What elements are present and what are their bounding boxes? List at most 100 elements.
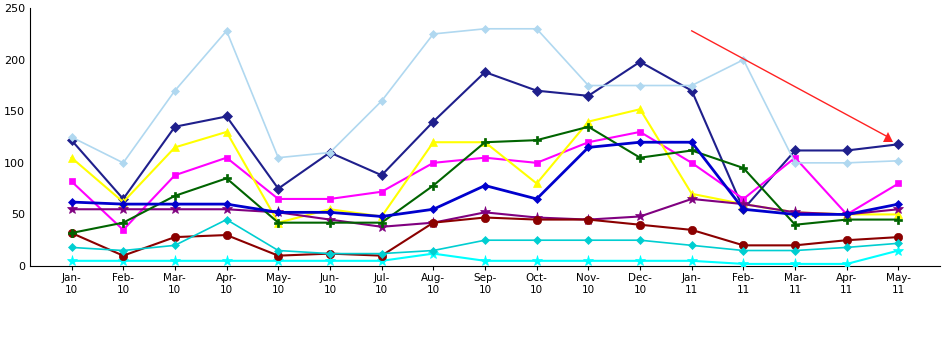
成都	[582, 125, 594, 129]
深圳	[480, 216, 491, 220]
广州	[531, 216, 543, 220]
天津	[325, 197, 336, 201]
厦门	[117, 249, 128, 253]
北京	[325, 207, 336, 211]
北京	[789, 210, 801, 214]
厦门	[480, 238, 491, 242]
南京	[66, 200, 77, 204]
广州	[273, 210, 284, 214]
北京	[376, 214, 387, 219]
天津	[789, 155, 801, 160]
南京	[325, 210, 336, 214]
重庆	[273, 155, 284, 160]
杆州	[66, 259, 77, 263]
厦门	[686, 243, 698, 248]
Line: 天津: 天津	[68, 129, 902, 233]
广州	[686, 197, 698, 201]
天津	[480, 155, 491, 160]
广州	[376, 225, 387, 229]
成都	[893, 218, 904, 222]
成都	[273, 221, 284, 225]
Line: 厦门: 厦门	[69, 217, 902, 256]
重庆	[117, 161, 128, 165]
厦门	[634, 238, 646, 242]
深圳	[66, 231, 77, 235]
成都	[738, 166, 750, 170]
重庆	[634, 84, 646, 88]
重庆	[738, 58, 750, 62]
杆州	[893, 249, 904, 253]
广州	[221, 207, 232, 211]
深圳	[582, 218, 594, 222]
重庆	[686, 84, 698, 88]
广州	[480, 210, 491, 214]
深圳	[376, 254, 387, 258]
杆州	[480, 259, 491, 263]
Line: 重庆: 重庆	[69, 26, 902, 166]
天津	[66, 179, 77, 183]
厦门	[169, 243, 180, 248]
北京	[428, 140, 439, 144]
深圳	[738, 243, 750, 248]
北京	[66, 155, 77, 160]
重庆	[480, 27, 491, 31]
上海	[531, 89, 543, 93]
重庆	[789, 161, 801, 165]
杆州	[582, 259, 594, 263]
上海	[634, 60, 646, 64]
上海	[273, 187, 284, 191]
广州	[789, 210, 801, 214]
杆州	[325, 259, 336, 263]
厦门	[841, 246, 852, 250]
Line: 上海: 上海	[68, 58, 902, 213]
广州	[841, 212, 852, 217]
南京	[221, 202, 232, 206]
天津	[582, 140, 594, 144]
上海	[480, 70, 491, 74]
广州	[325, 218, 336, 222]
南京	[634, 140, 646, 144]
深圳	[531, 218, 543, 222]
北京	[893, 212, 904, 217]
厦门	[376, 252, 387, 256]
杆州	[531, 259, 543, 263]
杆州	[169, 259, 180, 263]
上海	[376, 173, 387, 177]
成都	[789, 223, 801, 227]
天津	[841, 212, 852, 217]
天津	[117, 228, 128, 232]
杆州	[686, 259, 698, 263]
成都	[480, 140, 491, 144]
南京	[480, 183, 491, 188]
北京	[169, 145, 180, 149]
成都	[841, 218, 852, 222]
上海	[738, 207, 750, 211]
重庆	[169, 89, 180, 93]
成都	[686, 148, 698, 152]
南京	[789, 212, 801, 217]
成都	[66, 231, 77, 235]
上海	[582, 94, 594, 98]
重庆	[66, 135, 77, 139]
杆州	[428, 252, 439, 256]
Line: 广州: 广州	[66, 193, 904, 232]
上海	[169, 125, 180, 129]
南京	[428, 207, 439, 211]
北京	[480, 140, 491, 144]
北京	[582, 120, 594, 124]
深圳	[428, 221, 439, 225]
重庆	[841, 161, 852, 165]
天津	[738, 197, 750, 201]
天津	[893, 181, 904, 186]
重庆	[325, 150, 336, 154]
北京	[273, 221, 284, 225]
天津	[221, 155, 232, 160]
南京	[686, 140, 698, 144]
Line: 杆州: 杆州	[66, 245, 904, 269]
厦门	[738, 249, 750, 253]
天津	[169, 173, 180, 177]
成都	[531, 138, 543, 142]
深圳	[893, 235, 904, 239]
厦门	[273, 249, 284, 253]
天津	[686, 161, 698, 165]
